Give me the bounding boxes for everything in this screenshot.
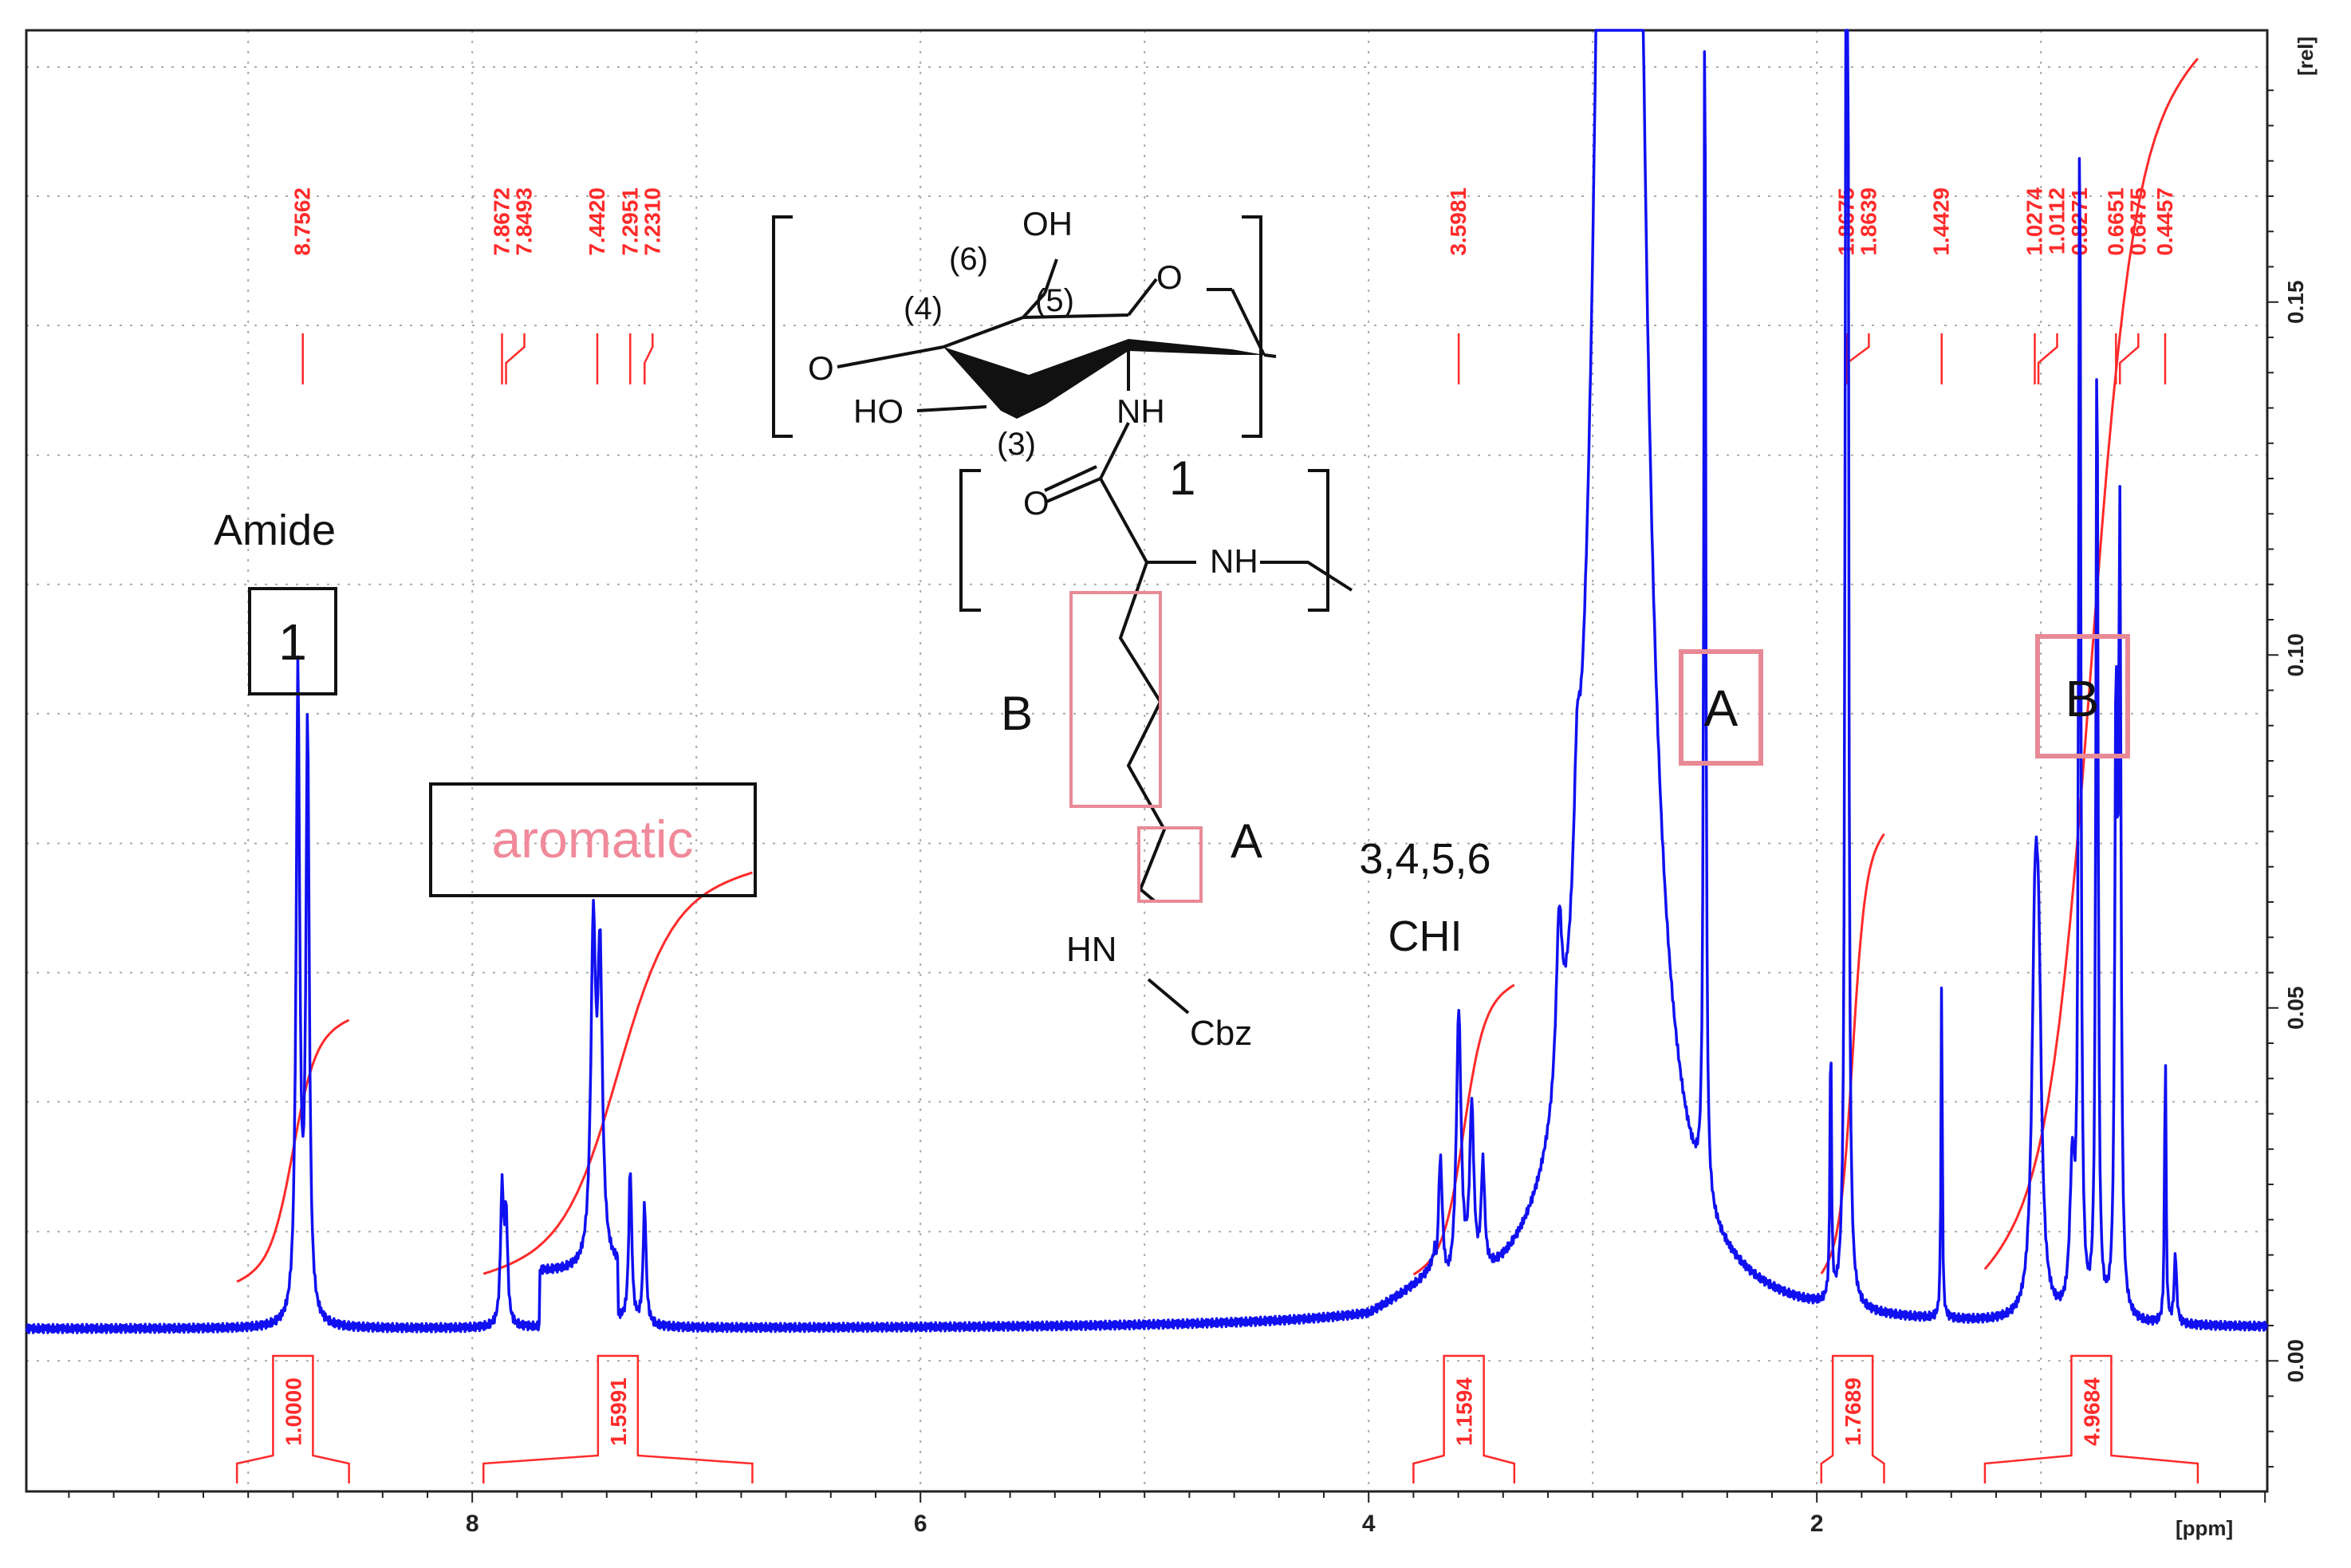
- integral-bracket: [235, 1354, 350, 1483]
- peak-label: 0.4457: [2152, 187, 2177, 256]
- peak-label: 8.7562: [290, 187, 315, 256]
- struct-b: B: [1001, 687, 1033, 740]
- struct-hn: HN: [1066, 930, 1117, 969]
- spectrum-line: [25, 29, 2269, 1334]
- peak-label: 7.2310: [640, 187, 664, 256]
- bracket-inner-left: [959, 469, 981, 612]
- integral-bracket: [1983, 1354, 2199, 1483]
- struct-o-carbonyl: O: [1023, 484, 1049, 522]
- integral-value: 1.5991: [606, 1377, 631, 1446]
- amide-label: Amide: [214, 506, 336, 554]
- integrals: 1.0000 1.5991 1.1594 1.7689 4.9684: [235, 57, 2199, 1483]
- aromatic-box: [429, 782, 757, 897]
- x-tick-label: 2: [1810, 1511, 1824, 1537]
- structure-labels: OH (6) (5) (4) O O HO NH (3) O 1 NH B A …: [808, 205, 1262, 1053]
- x-axis-label: [ppm]: [2176, 1516, 2233, 1540]
- ring-wedge: [943, 339, 1264, 419]
- struct-o-ring: O: [1156, 258, 1183, 296]
- chi-label-line1: 3,4,5,6: [1359, 835, 1491, 883]
- integral-value: 1.0000: [281, 1377, 305, 1446]
- region-b-structure-box: [1069, 591, 1162, 808]
- struct-oh: OH: [1022, 205, 1073, 242]
- struct-n3: (3): [997, 427, 1036, 462]
- x-tick-label: 8: [466, 1511, 479, 1537]
- integral-value: 4.9684: [2079, 1377, 2104, 1446]
- region-b-label: B: [2065, 670, 2100, 727]
- region-a-box: [1679, 649, 1763, 766]
- bracket-inner-right: [1308, 469, 1329, 612]
- struct-n5: (5): [1035, 283, 1074, 318]
- cbz-bond: [1147, 978, 1190, 1014]
- integral-curve: [1983, 57, 2199, 1271]
- struct-ho: HO: [853, 392, 904, 430]
- region-b-box: [2035, 634, 2130, 758]
- bracket-outer-left: [772, 215, 793, 438]
- peak-label-connector: [2118, 333, 2140, 384]
- x-tick-label: 4: [1362, 1511, 1376, 1537]
- struct-o-link: O: [808, 349, 834, 387]
- y-tick-label: 0.05: [2283, 987, 2308, 1030]
- y-axis-ticks: 0.00 0.05 0.10 0.15: [2267, 89, 2308, 1468]
- peak-label: 1.0112: [2044, 187, 2069, 254]
- integral-bracket: [1820, 1354, 1885, 1483]
- integral-curve: [482, 871, 753, 1275]
- aromatic-label: aromatic: [491, 810, 693, 869]
- y-axis-label: [rel]: [2294, 37, 2318, 76]
- integral-bracket: [482, 1354, 754, 1483]
- region-a-structure-box: [1137, 826, 1203, 903]
- struct-nh2: NH: [1210, 542, 1258, 580]
- chemical-structure: [772, 215, 1353, 1014]
- region-a-label: A: [1704, 680, 1739, 737]
- peak-label: 7.8672: [490, 187, 514, 256]
- struct-nh: NH: [1116, 392, 1165, 430]
- y-tick-label: 0.00: [2283, 1339, 2308, 1383]
- peak-label: 7.2951: [617, 187, 642, 256]
- y-tick-label: 0.15: [2283, 280, 2308, 324]
- peak-label: 7.4420: [585, 187, 609, 256]
- ring-bonds: [943, 258, 1266, 356]
- bracket-outer-right: [1242, 215, 1262, 438]
- peak-label: 7.8493: [512, 187, 537, 256]
- y-tick-label: 0.10: [2283, 633, 2308, 677]
- peak-label: 1.0274: [2022, 187, 2046, 256]
- peak-label: 3.5981: [1446, 187, 1471, 256]
- peak-label: 1.4429: [1929, 187, 1954, 256]
- integral-bracket: [1412, 1354, 1516, 1483]
- struct-n4: (4): [904, 291, 943, 326]
- peak-label-connector: [505, 333, 526, 384]
- x-axis-ticks: 8 6 4 2: [68, 1491, 2266, 1537]
- peak-label-connector: [644, 333, 654, 384]
- integral-value: 1.7689: [1841, 1377, 1865, 1446]
- chi-label-line2: CHI: [1388, 912, 1463, 960]
- struct-a: A: [1231, 814, 1262, 868]
- x-tick-label: 6: [914, 1511, 927, 1537]
- ring-side-bonds: [837, 345, 1277, 412]
- peak-label: 0.6475: [2125, 187, 2150, 256]
- grid-lines: [26, 30, 2267, 1491]
- peak-label: 1.8639: [1856, 187, 1880, 256]
- struct-cbz: Cbz: [1190, 1014, 1252, 1053]
- struct-unit: 1: [1169, 451, 1195, 505]
- peak-label-connector: [2037, 333, 2058, 384]
- amide-box-label: 1: [278, 613, 307, 671]
- struct-n6: (6): [949, 242, 988, 277]
- integral-value: 1.1594: [1452, 1377, 1477, 1446]
- peak-label: 0.6651: [2103, 187, 2128, 256]
- amide-box: [248, 587, 337, 695]
